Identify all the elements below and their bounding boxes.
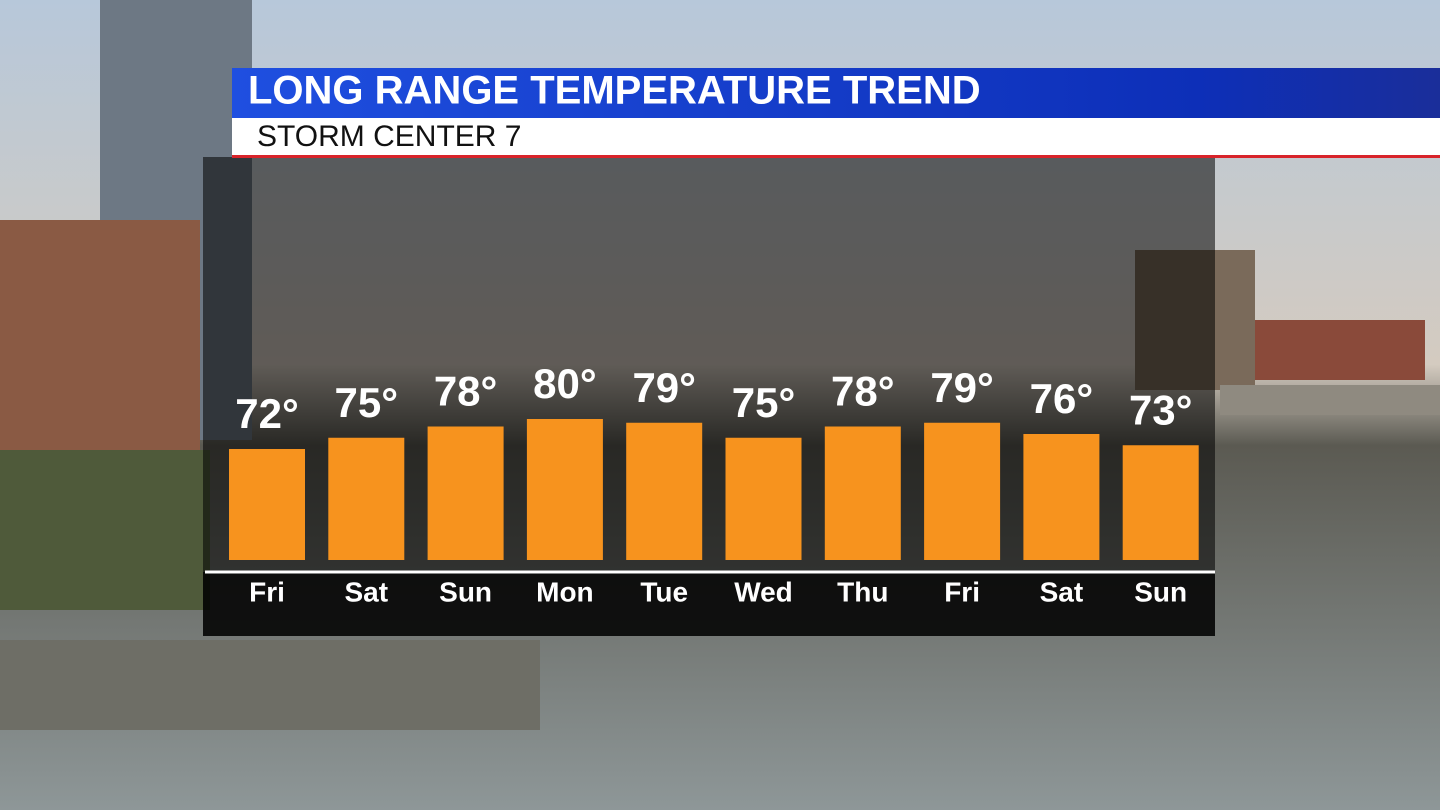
x-tick-label: Wed [734, 576, 793, 607]
bar [229, 449, 305, 560]
x-tick-label: Thu [837, 576, 888, 607]
bar [725, 437, 802, 560]
chart-subtitle: STORM CENTER 7 [257, 120, 521, 153]
x-tick-label: Sun [439, 576, 492, 607]
walkway [0, 640, 540, 730]
value-label: 78° [434, 368, 498, 415]
chart-title: LONG RANGE TEMPERATURE TREND [248, 69, 981, 113]
x-tick-label: Tue [640, 576, 688, 607]
bar [1122, 445, 1199, 560]
value-label: 75° [335, 379, 399, 426]
value-label: 78° [831, 368, 895, 415]
bar [328, 437, 405, 560]
value-label: 79° [930, 364, 994, 411]
value-label: 73° [1129, 386, 1193, 433]
x-tick-label: Fri [249, 576, 285, 607]
x-tick-label: Sun [1134, 576, 1187, 607]
x-tick-label: Sat [345, 576, 389, 607]
value-label: 75° [732, 379, 796, 426]
value-label: 72° [235, 390, 299, 437]
bridge [1220, 385, 1440, 415]
bar [526, 419, 603, 560]
building [0, 220, 200, 450]
grass [0, 450, 210, 610]
bar [1023, 434, 1100, 560]
x-tick-label: Mon [536, 576, 594, 607]
title-banner [232, 68, 1440, 118]
value-label: 80° [533, 360, 597, 407]
accent-line [232, 155, 1440, 158]
bar [626, 422, 703, 560]
building [1255, 320, 1425, 380]
value-label: 76° [1030, 375, 1094, 422]
subtitle-bar [232, 118, 1440, 156]
x-tick-label: Fri [944, 576, 980, 607]
bar [924, 422, 1001, 560]
bar [427, 426, 504, 560]
label-strip [203, 572, 1215, 636]
x-tick-label: Sat [1040, 576, 1084, 607]
value-label: 79° [632, 364, 696, 411]
bar [824, 426, 901, 560]
